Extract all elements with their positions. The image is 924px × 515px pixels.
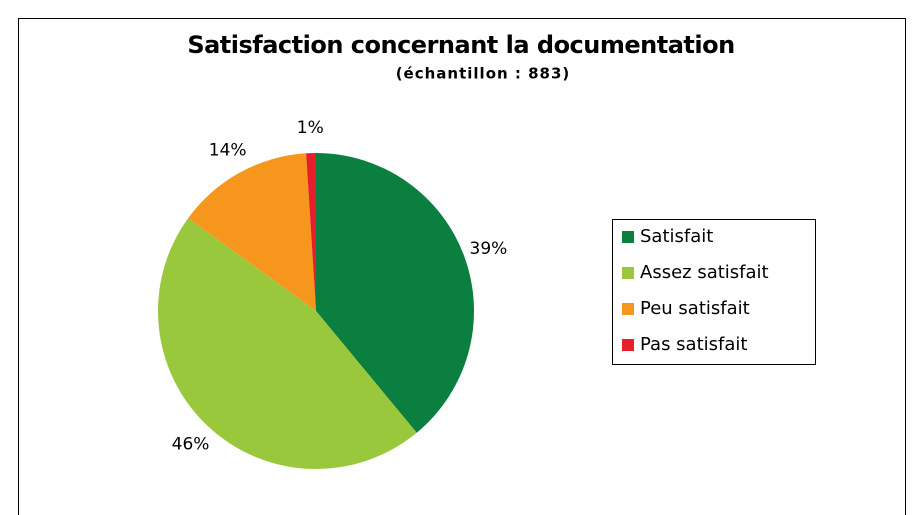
legend-box — [612, 219, 816, 365]
pie-slice — [316, 153, 474, 433]
pie-slice — [188, 153, 316, 311]
legend-label: Pas satisfait — [640, 334, 747, 355]
data-label: 1% — [297, 118, 324, 138]
legend-swatch — [622, 303, 634, 315]
legend-swatch — [622, 267, 634, 279]
chart-title: Satisfaction concernant la documentation — [187, 31, 734, 59]
pie-slice — [157, 218, 417, 470]
legend-label: Satisfait — [640, 226, 713, 247]
legend-label: Peu satisfait — [640, 298, 750, 319]
pie-slice — [306, 153, 316, 311]
legend-label: Assez satisfait — [640, 262, 769, 283]
data-label: 39% — [470, 239, 508, 259]
chart-subtitle: (échantillon : 883) — [396, 65, 571, 83]
legend-swatch — [622, 339, 634, 351]
data-label: 46% — [172, 435, 210, 455]
legend-swatch — [622, 231, 634, 243]
data-label: 14% — [209, 140, 247, 160]
